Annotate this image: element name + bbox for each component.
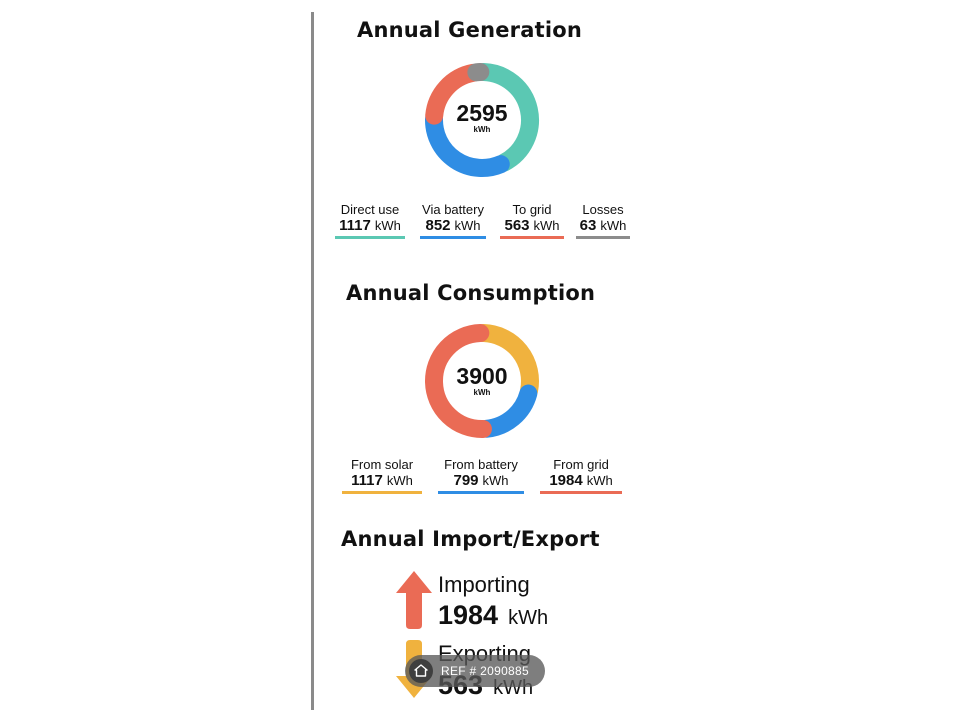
legend-value: 1984 kWh: [549, 472, 613, 489]
legend-value: 1117 kWh: [339, 217, 401, 234]
arrow-up-icon: [396, 571, 432, 629]
legend-from-battery: From battery 799 kWh: [438, 457, 524, 494]
generation-total-value: 2595: [456, 100, 508, 126]
consumption-slice-from-solar: [474, 324, 539, 400]
generation-slice-to-grid: [425, 63, 483, 125]
consumption-title: Annual Consumption: [346, 281, 596, 305]
generation-title: Annual Generation: [357, 18, 582, 42]
legend-value: 563 kWh: [504, 217, 560, 234]
legend-label: From solar: [350, 457, 414, 472]
legend-color-bar: [342, 491, 422, 494]
importing-value: 1984 kWh: [438, 600, 549, 630]
legend-color-bar: [420, 236, 486, 239]
legend-direct-use: Direct use 1117 kWh: [335, 202, 405, 239]
legend-label: From grid: [553, 457, 609, 472]
generation-total: 2595 kWh: [437, 101, 527, 135]
legend-color-bar: [438, 491, 524, 494]
legend-label: From battery: [444, 457, 518, 472]
legend-color-bar: [540, 491, 622, 494]
legend-via-battery: Via battery 852 kWh: [420, 202, 486, 239]
legend-label: To grid: [512, 202, 552, 217]
import-export-title: Annual Import/Export: [341, 527, 600, 551]
legend-color-bar: [500, 236, 564, 239]
generation-donut-chart: [425, 63, 539, 177]
generation-slice-via-battery: [425, 110, 510, 177]
generation-total-unit: kWh: [473, 125, 491, 134]
legend-losses: Losses 63 kWh: [576, 202, 630, 239]
consumption-slice-from-battery: [477, 384, 538, 438]
divider-line: [311, 12, 314, 710]
consumption-total-unit: kWh: [473, 388, 491, 397]
legend-value: 1117 kWh: [351, 472, 413, 489]
generation-slice-direct-use: [474, 63, 539, 172]
consumption-slice-from-grid: [424, 324, 492, 438]
legend-label: Via battery: [422, 202, 484, 217]
legend-label: Direct use: [340, 202, 400, 217]
legend-value: 852 kWh: [425, 217, 481, 234]
reference-number: REF # 2090885: [441, 664, 529, 678]
legend-value: 799 kWh: [453, 472, 509, 489]
legend-from-grid: From grid 1984 kWh: [540, 457, 622, 494]
legend-color-bar: [335, 236, 405, 239]
importing-label: Importing: [438, 572, 530, 597]
consumption-donut-chart: [424, 324, 539, 438]
legend-color-bar: [576, 236, 630, 239]
consumption-total: 3900 kWh: [437, 364, 527, 398]
home-icon: [409, 659, 433, 683]
consumption-total-value: 3900: [456, 363, 508, 389]
legend-label: Losses: [582, 202, 624, 217]
legend-value: 63 kWh: [579, 217, 627, 234]
legend-to-grid: To grid 563 kWh: [500, 202, 564, 239]
reference-badge: REF # 2090885: [405, 655, 545, 687]
legend-from-solar: From solar 1117 kWh: [342, 457, 422, 494]
